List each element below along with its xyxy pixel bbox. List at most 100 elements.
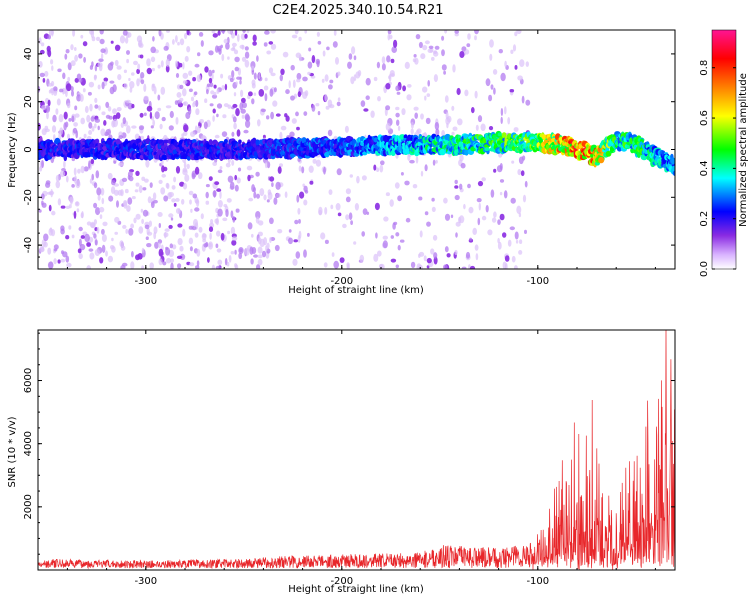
spectrogram-noise-speckle [152,83,156,88]
spectrogram-noise-speckle [110,61,114,66]
spectrogram-noise-speckle [114,59,119,67]
spectrogram-noise-speckle [275,193,281,198]
spectrogram-noise-speckle [170,217,174,221]
spectrogram-noise-speckle [434,122,440,130]
spectrogram-noise-speckle [290,64,295,71]
spectrogram-noise-speckle [345,188,351,195]
spectrogram-ridge-blob [532,141,537,146]
spectrogram-noise-speckle [118,162,124,167]
spectrogram-noise-speckle [296,126,300,131]
spectrogram-noise-speckle [504,255,510,262]
spectrogram-noise-speckle [432,234,438,241]
spectrogram-noise-speckle [220,30,226,33]
spectrogram-noise-speckle [441,130,445,138]
spectrogram-noise-speckle [234,249,237,255]
spectrogram-noise-speckle [209,82,214,88]
spectrogram-noise-speckle [70,86,74,92]
spectrogram-noise-speckle [135,170,140,176]
spectrogram-noise-speckle [359,254,365,263]
spectrogram-noise-speckle [96,187,102,196]
spectrogram-noise-speckle [78,53,83,59]
spectrogram-noise-speckle [465,251,471,259]
spectrogram-noise-speckle [99,257,104,264]
spectrogram-noise-speckle [216,230,221,237]
colorbar-gradient [712,30,736,269]
spectrogram-noise-speckle [117,189,123,196]
spectrogram-noise-speckle [289,131,295,138]
spectrogram-noise-speckle [60,205,66,209]
spectrogram-noise-speckle [93,233,97,239]
spectrogram-noise-speckle [74,54,78,62]
spectrogram-noise-speckle [134,189,139,193]
spectrogram-noise-speckle [464,89,469,97]
spectrogram-noise-speckle [164,228,170,232]
spectrogram-noise-speckle [53,134,56,141]
spectrogram-noise-speckle [258,72,261,80]
spectrogram-noise-speckle [194,63,200,68]
spectrogram-noise-speckle [74,175,77,184]
spectrogram-noise-speckle [396,91,401,95]
spectrogram-noise-speckle [100,128,106,137]
y-tick-label: 6000 [23,368,34,393]
spectrogram-noise-speckle [225,42,230,50]
spectrogram-noise-speckle [176,92,182,98]
spectrogram-noise-speckle [217,30,221,36]
spectrogram-noise-speckle [114,44,121,51]
spectrogram-noise-speckle [188,106,192,115]
spectrogram-noise-speckle [53,90,58,96]
spectrogram-noise-speckle [378,264,384,269]
spectrogram-noise-speckle [441,49,445,57]
spectrogram-noise-speckle [474,244,479,251]
spectrogram-noise-speckle [163,45,169,51]
spectrogram-noise-speckle [94,239,98,246]
spectrogram-noise-speckle [151,67,155,72]
spectrogram-noise-speckle [255,211,261,219]
spectrogram-noise-speckle [65,235,70,240]
spectrogram-noise-speckle [490,84,494,90]
spectrogram-noise-speckle [431,197,435,202]
spectrogram-noise-speckle [131,72,135,76]
colorbar-tick-label: 0.8 [699,60,710,76]
spectrogram-noise-speckle [195,99,199,108]
spectrogram-noise-speckle [131,251,134,258]
spectrogram-noise-speckle [194,91,198,96]
spectrogram-noise-speckle [63,160,66,169]
spectrogram-noise-speckle [109,80,115,84]
spectrogram-noise-speckle [393,221,398,226]
spectrogram-noise-speckle [472,227,478,235]
spectrogram-noise-speckle [212,108,216,114]
spectrogram-noise-speckle [375,232,378,239]
spectrogram-noise-speckle [296,78,301,83]
spectrogram-noise-speckle [65,121,69,128]
spectrogram-noise-speckle [441,35,445,41]
spectrogram-noise-speckle [257,246,263,254]
spectrogram-noise-speckle [474,30,479,35]
spectrogram-noise-speckle [443,197,448,204]
spectrogram-noise-speckle [74,201,80,207]
spectrogram-noise-speckle [178,62,183,68]
spectrogram-noise-speckle [236,129,241,137]
spectrogram-noise-speckle [167,192,172,200]
spectrogram-noise-speckle [518,250,523,255]
spectrogram-noise-speckle [150,125,154,129]
spectrogram-noise-speckle [94,64,98,72]
spectrogram-noise-speckle [91,61,94,68]
spectrogram-noise-speckle [252,41,257,46]
spectrogram-noise-speckle [129,87,133,93]
spectrogram-noise-speckle [46,45,51,53]
spectrogram-noise-speckle [41,128,47,136]
spectrogram-noise-speckle [366,211,370,215]
spectrogram-noise-speckle [252,34,257,42]
spectrogram-noise-speckle [200,40,204,47]
spectrogram-noise-speckle [51,65,54,71]
spectrogram-noise-speckle [471,107,475,114]
spectrogram-noise-speckle [248,91,253,97]
spectrogram-noise-speckle [128,77,131,82]
spectrogram-noise-speckle [500,116,503,124]
spectrogram-noise-speckle [66,102,71,109]
spectrogram-noise-speckle [418,253,421,258]
spectrogram-noise-speckle [443,264,448,269]
spectrogram-noise-speckle [481,215,487,221]
spectrogram-noise-speckle [425,117,431,125]
spectrogram-noise-speckle [489,53,493,61]
